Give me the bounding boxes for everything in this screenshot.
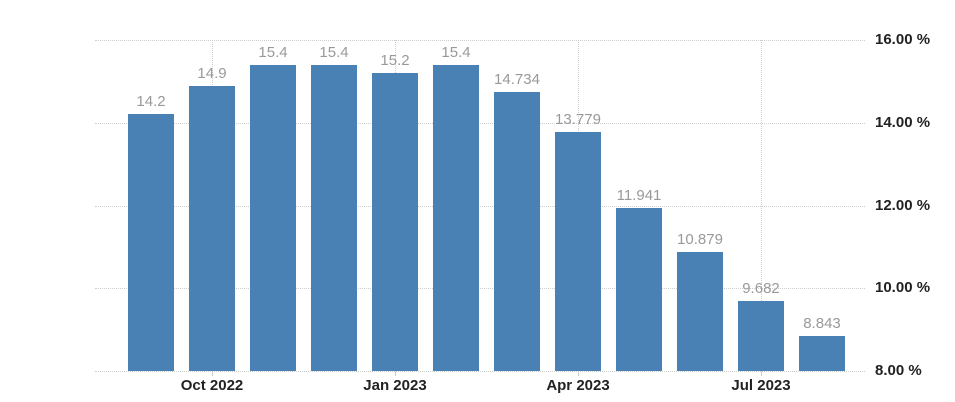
bar-value-label: 13.779 <box>555 111 601 128</box>
bar-value-label: 8.843 <box>803 315 841 332</box>
y-tick-label-8: 8.00 % <box>875 362 922 379</box>
y-tick-label-14: 14.00 % <box>875 114 931 131</box>
gridline-h-14 <box>95 123 865 124</box>
bar-jul-2023[interactable] <box>738 301 784 371</box>
bar-value-label: 9.682 <box>742 280 780 297</box>
bar-jan-2023[interactable] <box>372 73 418 371</box>
bar-value-label: 10.879 <box>677 231 723 248</box>
bar-mar-2023[interactable] <box>494 92 540 371</box>
bar-value-label: 15.4 <box>319 44 349 61</box>
gridline-h-8 <box>95 371 865 372</box>
x-tick-label-jan-2023: Jan 2023 <box>363 377 427 394</box>
bar-dec-2022[interactable] <box>311 65 357 371</box>
x-tick-label-jul-2023: Jul 2023 <box>731 377 791 394</box>
x-tick-mark <box>212 371 213 376</box>
y-tick-label-16: 16.00 % <box>875 31 931 48</box>
gridline-v-jul-2023 <box>761 40 762 371</box>
bar-value-label: 14.2 <box>136 93 166 110</box>
gridline-h-16 <box>95 40 865 41</box>
bar-value-label: 14.734 <box>494 71 540 88</box>
bar-value-label: 15.4 <box>441 44 471 61</box>
bar-value-label: 15.4 <box>258 44 288 61</box>
bar-may-2023[interactable] <box>616 208 662 371</box>
bar-feb-2023[interactable] <box>433 65 479 371</box>
x-tick-mark <box>761 371 762 376</box>
bar-oct-2022[interactable] <box>189 86 235 371</box>
x-tick-mark <box>395 371 396 376</box>
x-tick-label-oct-2022: Oct 2022 <box>180 377 244 394</box>
bar-value-label: 14.9 <box>197 65 227 82</box>
y-tick-label-12: 12.00 % <box>875 197 931 214</box>
bar-nov-2022[interactable] <box>250 65 296 371</box>
bar-value-label: 11.941 <box>616 187 662 204</box>
bar-apr-2023[interactable] <box>555 132 601 371</box>
bar-aug-2023[interactable] <box>799 336 845 371</box>
bar-jun-2023[interactable] <box>677 252 723 371</box>
x-tick-label-apr-2023: Apr 2023 <box>546 377 610 394</box>
gridline-h-10 <box>95 288 865 289</box>
gridline-h-12 <box>95 206 865 207</box>
bar-sep-2022[interactable] <box>128 114 174 371</box>
x-tick-mark <box>578 371 579 376</box>
bar-value-label: 15.2 <box>380 52 410 69</box>
y-tick-label-10: 10.00 % <box>875 279 931 296</box>
